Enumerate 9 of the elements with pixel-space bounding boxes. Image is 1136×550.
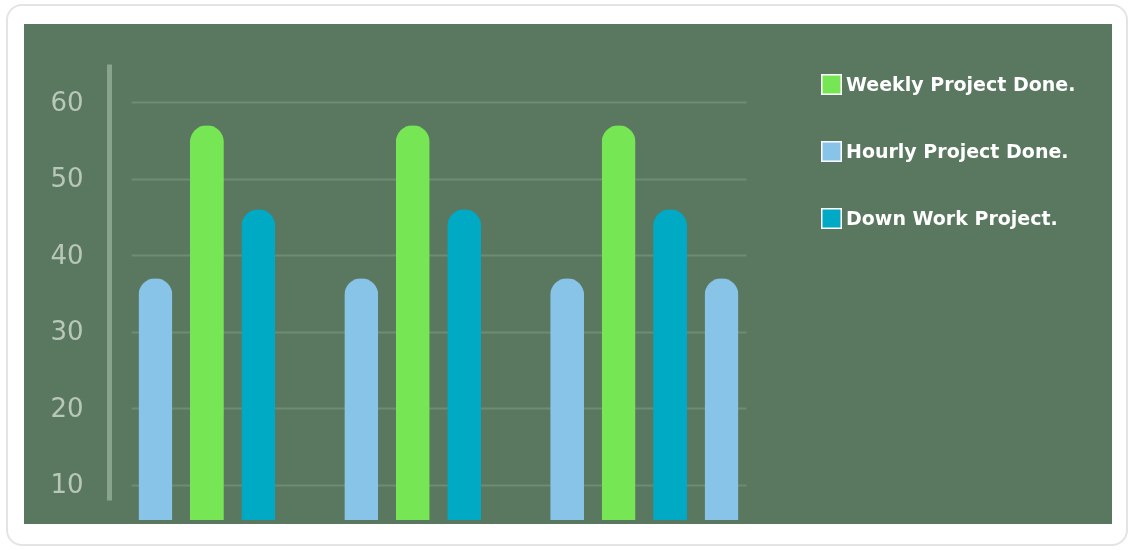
y-tick-label: 40 <box>50 239 84 270</box>
y-tick-label: 60 <box>50 86 84 117</box>
legend-label: Down Work Project. <box>846 206 1058 229</box>
legend-label: Weekly Project Done. <box>846 72 1076 95</box>
legend-label: Hourly Project Done. <box>846 139 1069 162</box>
y-tick-label: 50 <box>50 163 84 194</box>
y-tick-label: 20 <box>50 392 84 423</box>
y-tick-label: 10 <box>50 469 84 500</box>
y-tick-label: 30 <box>50 316 84 347</box>
